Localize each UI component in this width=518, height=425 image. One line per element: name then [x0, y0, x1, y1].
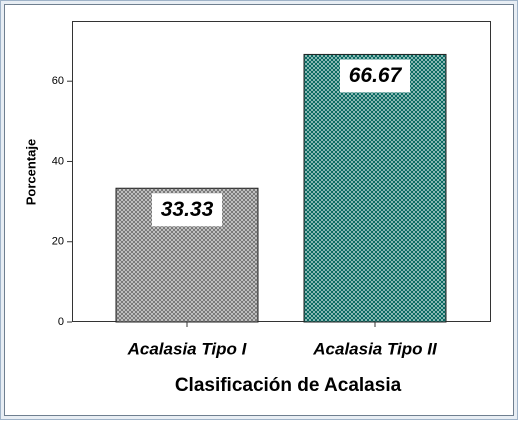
value-label-box [340, 59, 410, 93]
value-label: 33.33 [161, 198, 214, 221]
bar [303, 53, 447, 323]
y-tick-label: 60 [52, 75, 64, 87]
y-tick-label: 0 [58, 316, 64, 328]
value-label: 66.67 [349, 64, 403, 87]
y-tick-label: 20 [52, 236, 64, 248]
y-axis-title: Porcentaje [23, 139, 38, 205]
y-tick-label: 40 [52, 155, 64, 167]
x-tick-label: Acalasia Tipo II [312, 339, 438, 358]
x-tick-label: Acalasia Tipo I [127, 339, 248, 358]
x-axis-title: Clasificación de Acalasia [175, 375, 402, 396]
value-label-box [152, 193, 222, 227]
